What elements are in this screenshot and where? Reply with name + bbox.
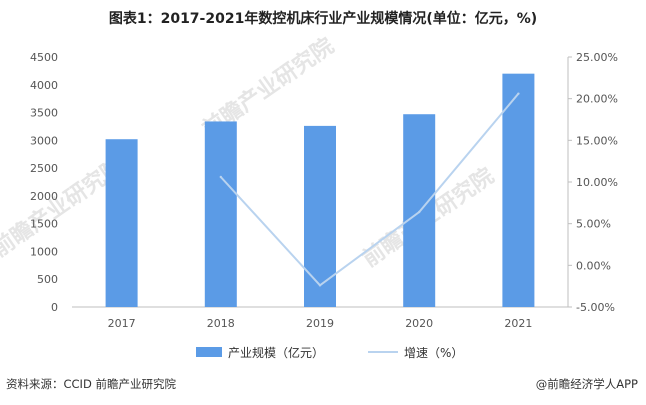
chart-title: 图表1：2017-2021年数控机床行业产业规模情况(单位：亿元，%) — [108, 11, 538, 27]
y-right-tick-label: 20.00% — [576, 93, 618, 106]
y-left-tick-label: 2000 — [30, 190, 58, 203]
x-tick-label: 2018 — [207, 317, 235, 330]
growth-point — [517, 92, 520, 95]
y-right-tick-label: 0.00% — [576, 259, 611, 272]
bar — [502, 73, 535, 308]
y-right-tick-label: 10.00% — [576, 176, 618, 189]
bar — [105, 139, 138, 307]
x-tick-label: 2017 — [108, 317, 136, 330]
growth-line — [220, 93, 520, 287]
y-left-tick-label: 3000 — [30, 134, 58, 147]
legend-swatch-bars — [196, 347, 222, 357]
source-note: 资料来源：CCID 前瞻产业研究院 — [6, 377, 176, 391]
bar — [204, 121, 237, 307]
growth-point — [318, 284, 322, 287]
y-left-tick-label: 1000 — [30, 245, 58, 258]
x-tick-label: 2019 — [306, 317, 334, 330]
legend-label-bars: 产业规模（亿元） — [228, 345, 324, 360]
bar — [304, 125, 336, 307]
y-left-tick-label: 3500 — [30, 107, 58, 120]
growth-point — [418, 210, 421, 214]
y-left-tick-label: 4500 — [30, 51, 58, 64]
brand-credit: @前瞻经济学人APP — [535, 377, 638, 391]
x-tick-label: 2021 — [504, 317, 532, 330]
y-right-tick-label: 15.00% — [576, 134, 618, 147]
y-right-tick-label: -5.00% — [576, 301, 615, 314]
y-left-tick-label: 2500 — [30, 162, 58, 175]
y-right-tick-label: 25.00% — [576, 51, 618, 64]
x-tick-label: 2020 — [405, 317, 433, 330]
growth-point — [219, 175, 222, 179]
y-left-tick-label: 1500 — [30, 218, 58, 231]
legend-label-line: 增速（%） — [404, 346, 463, 360]
y-left-tick-label: 0 — [51, 301, 58, 314]
y-right-tick-label: 5.00% — [576, 218, 611, 231]
y-left-tick-label: 500 — [37, 273, 58, 286]
y-left-tick-label: 4000 — [30, 79, 58, 92]
